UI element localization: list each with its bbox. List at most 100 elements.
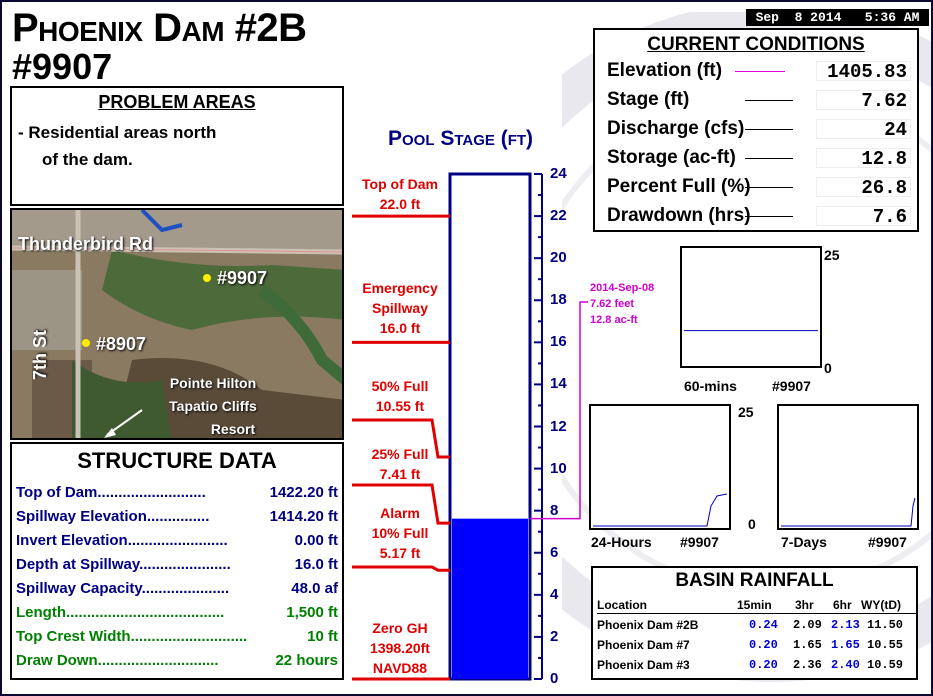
condition-arrow xyxy=(735,71,785,72)
structure-data-value: 0.00 ft xyxy=(294,532,338,549)
pool-tick-label: 8 xyxy=(550,501,559,519)
marker-line2: 1398.20ft xyxy=(370,640,430,656)
spark60-gauge: #9907 xyxy=(772,378,811,394)
map-gauge-9907[interactable]: #9907 xyxy=(217,268,268,288)
structure-data-label: Length..................................… xyxy=(16,604,225,621)
callout-feet: 7.62 feet xyxy=(590,298,635,310)
condition-value: 26.8 xyxy=(816,177,911,198)
rainfall-6hr: 1.65 xyxy=(831,638,860,652)
sparkline-24hr-plot xyxy=(593,493,728,527)
condition-value: 12.8 xyxy=(816,148,911,169)
spark60-label: 60-mins xyxy=(684,378,737,394)
stage-callout: 2014-Sep-08 7.62 feet 12.8 ac-ft xyxy=(590,280,654,328)
pool-marker-label: Zero GH 1398.20ft NAVD88 xyxy=(350,618,450,678)
pool-marker-line xyxy=(352,483,450,525)
marker-line1: 50% Full xyxy=(371,378,429,394)
problem-areas-line1: - Residential areas north xyxy=(18,123,217,142)
rainfall-location: Phoenix Dam #2B xyxy=(597,618,699,632)
condition-value: 7.62 xyxy=(816,90,911,111)
map-street-text: 7th St xyxy=(30,329,50,380)
pool-tick-label: 12 xyxy=(550,417,567,435)
map-gauge-8907[interactable]: #8907 xyxy=(96,334,147,354)
rainfall-location: Phoenix Dam #7 xyxy=(597,638,690,652)
marker-line1: Alarm xyxy=(380,505,420,521)
marker-line1: Emergency xyxy=(362,280,438,296)
pool-tick-label: 14 xyxy=(550,375,567,393)
marker-line3: 16.0 ft xyxy=(379,320,421,336)
structure-data-label: Invert Elevation........................ xyxy=(16,532,228,549)
spark24-ymin: 0 xyxy=(748,516,756,532)
callout-acft: 12.8 ac-ft xyxy=(590,314,638,326)
rainfall-location: Phoenix Dam #3 xyxy=(597,658,690,672)
condition-arrow xyxy=(745,129,793,130)
rainfall-wy: 10.59 xyxy=(867,658,904,672)
pool-marker-label: 25% Full 7.41 ft xyxy=(350,444,450,484)
sparkline-7day-plot xyxy=(781,497,916,527)
condition-label: Drawdown (hrs) xyxy=(607,205,751,226)
spark24-gauge: #9907 xyxy=(680,534,719,550)
condition-label: Discharge (cfs) xyxy=(607,118,745,139)
pool-tick-label: 2 xyxy=(550,627,559,645)
condition-label: Storage (ac-ft) xyxy=(607,147,736,168)
marker-line1: Top of Dam xyxy=(362,176,438,192)
pool-marker-label: Top of Dam 22.0 ft xyxy=(350,174,450,214)
callout-date: 2014-Sep-08 xyxy=(590,282,655,294)
spark60-ymin: 0 xyxy=(824,360,832,376)
map-resort-line1: Pointe Hilton xyxy=(169,375,257,391)
spark24-label: 24-Hours xyxy=(591,534,652,550)
marker-line2: Spillway xyxy=(371,300,429,316)
pool-marker-label: Alarm 10% Full 5.17 ft xyxy=(350,503,450,563)
sparkline-7day[interactable] xyxy=(777,404,919,530)
rainfall-15min: 0.24 xyxy=(749,618,778,632)
spark60-ymax: 25 xyxy=(824,247,840,263)
rainfall-3hr: 2.36 xyxy=(793,658,822,672)
sparkline-24hr[interactable] xyxy=(589,404,731,530)
structure-data-label: Depth at Spillway...................... xyxy=(16,556,231,573)
marker-line2: 7.41 ft xyxy=(379,466,421,482)
structure-data-label: Draw Down............................. xyxy=(16,652,219,669)
condition-arrow xyxy=(745,216,793,217)
pool-tick-label: 4 xyxy=(550,585,559,603)
condition-arrow xyxy=(745,100,793,101)
marker-line3: 5.17 ft xyxy=(379,545,421,561)
condition-value: 24 xyxy=(816,119,911,140)
timestamp: Sep 8 2014 5:36 AM xyxy=(746,9,929,26)
structure-data-value: 1,500 ft xyxy=(286,604,338,621)
map-resort-label: Pointe Hilton Tapatio Cliffs Resort xyxy=(158,372,268,438)
structure-data-panel: STRUCTURE DATA Top of Dam...............… xyxy=(10,442,344,680)
sparkline-60min-plot xyxy=(684,330,818,332)
rainfall-6hr: 2.13 xyxy=(831,618,860,632)
aerial-map-image xyxy=(12,210,342,438)
basin-rainfall-panel: BASIN RAINFALL Location 15min 3hr 6hr WY… xyxy=(591,566,918,680)
map-road-label: Thunderbird Rd xyxy=(18,234,153,254)
stage-callout-line xyxy=(530,301,588,520)
pool-marker-line xyxy=(352,418,450,459)
marker-line1: 25% Full xyxy=(371,446,429,462)
pool-stage-title: Pool Stage (ft) xyxy=(388,127,534,150)
marker-line1: Zero GH xyxy=(372,620,428,636)
pool-tick-label: 0 xyxy=(550,670,559,687)
structure-data-value: 22 hours xyxy=(275,652,338,669)
structure-data-label: Top of Dam.......................... xyxy=(16,484,206,501)
condition-label: Stage (ft) xyxy=(607,89,690,110)
rainfall-15min: 0.20 xyxy=(749,658,778,672)
pool-tick-label: 18 xyxy=(550,291,567,309)
structure-data-label: Spillway Capacity..................... xyxy=(16,580,230,597)
sparkline-60min[interactable] xyxy=(680,246,822,368)
rainfall-15min: 0.20 xyxy=(749,638,778,652)
pool-tick-label: 20 xyxy=(550,249,567,267)
condition-label: Elevation (ft) xyxy=(607,60,723,81)
aerial-map[interactable]: Thunderbird Rd #9907 #8907 7th St Pointe… xyxy=(10,208,344,440)
basin-rainfall-title: BASIN RAINFALL xyxy=(675,570,834,591)
problem-areas-panel: PROBLEM AREAS - Residential areas north … xyxy=(10,86,344,206)
gauge-id-title: #9907 xyxy=(12,46,113,87)
condition-value: 7.6 xyxy=(816,206,911,227)
structure-data-value: 48.0 af xyxy=(291,580,338,597)
basin-rainfall-header: Location 15min 3hr 6hr WY(tD) xyxy=(597,598,916,614)
structure-data-value: 1422.20 ft xyxy=(269,484,338,501)
map-resort-line2: Tapatio Cliffs xyxy=(169,398,257,414)
problem-areas-title: PROBLEM AREAS xyxy=(98,92,256,112)
hdr-3hr: 3hr xyxy=(795,598,814,612)
hdr-wy: WY(tD) xyxy=(861,598,901,612)
rainfall-wy: 10.55 xyxy=(867,638,904,652)
